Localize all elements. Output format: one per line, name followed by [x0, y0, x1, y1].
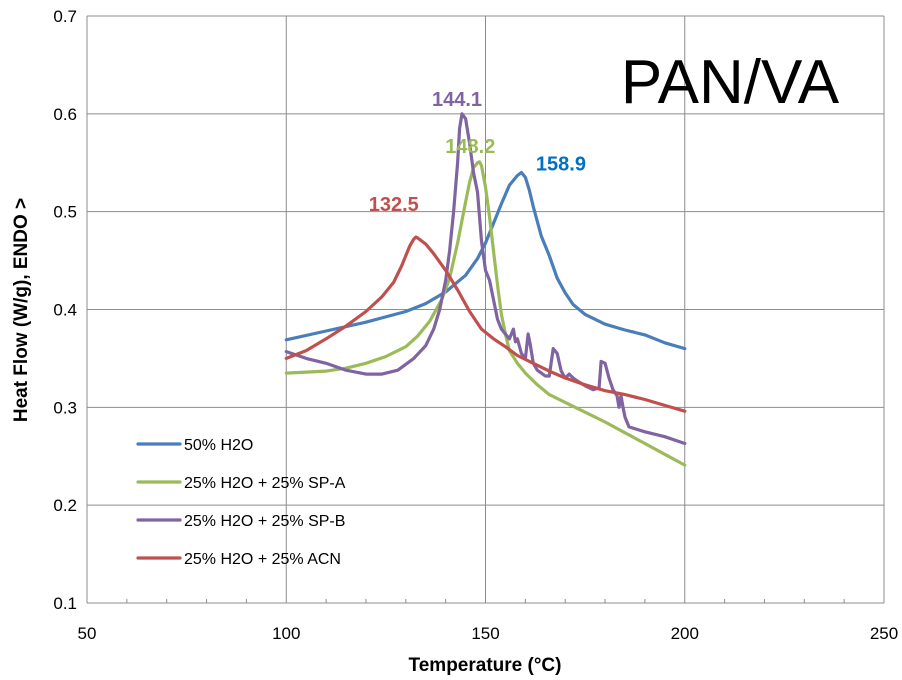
- peak-label: 158.9: [536, 154, 586, 176]
- peak-label: 144.1: [432, 89, 482, 111]
- x-tick-labels: 50 100 150 200 250: [78, 624, 899, 643]
- y-tick-label: 0.3: [53, 398, 77, 417]
- legend: 50% H2O 25% H2O + 25% SP-A 25% H2O + 25% S…: [136, 437, 346, 568]
- y-tick-labels: 0.1 0.2 0.3 0.4 0.5 0.6 0.7: [53, 7, 77, 613]
- legend-label: 25% H2O + 25% SP-B: [184, 513, 345, 530]
- legend-label: 25% H2O + 25% SP-A: [184, 475, 346, 492]
- series-line-2: [284, 160, 687, 467]
- series-line-4: [284, 235, 687, 413]
- minor-ticks: [126, 599, 845, 603]
- x-tick-label: 50: [78, 624, 97, 643]
- peak-annotations: 144.1 148.2 158.9 132.5: [369, 89, 586, 216]
- y-tick-label: 0.5: [53, 203, 77, 222]
- y-tick-label: 0.4: [53, 301, 77, 320]
- peak-label: 148.2: [445, 136, 495, 158]
- x-tick-label: 100: [272, 624, 300, 643]
- grid: [86, 15, 885, 604]
- x-axis-title: Temperature (°C): [409, 655, 562, 676]
- x-tick-label: 150: [471, 624, 499, 643]
- x-tick-label: 250: [870, 624, 898, 643]
- series-lines: [284, 112, 687, 467]
- legend-label: 50% H2O: [184, 437, 253, 454]
- peak-label: 132.5: [369, 194, 419, 216]
- y-tick-label: 0.7: [53, 7, 77, 26]
- series-line-1: [284, 170, 687, 351]
- y-tick-label: 0.2: [53, 496, 77, 515]
- y-axis-title: Heat Flow (W/g), ENDO >: [11, 198, 32, 422]
- y-tick-label: 0.6: [53, 105, 77, 124]
- legend-label: 25% H2O + 25% ACN: [184, 551, 341, 568]
- y-tick-label: 0.1: [53, 594, 77, 613]
- chart-title: PAN/VA: [621, 48, 840, 117]
- series-line-3: [284, 112, 687, 446]
- x-tick-label: 200: [671, 624, 699, 643]
